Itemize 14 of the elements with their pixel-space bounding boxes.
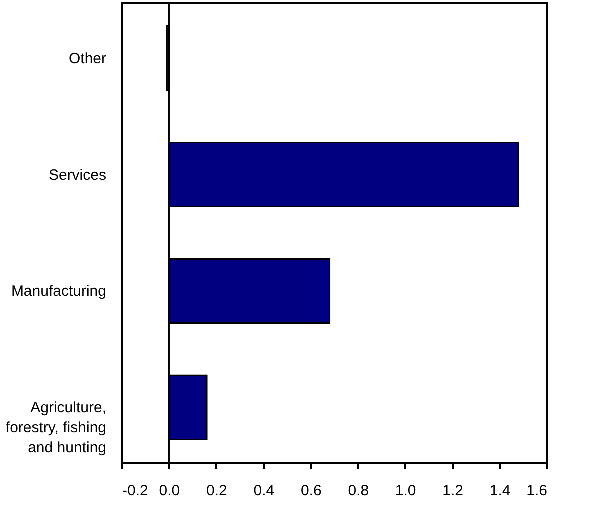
x-tick-label: 1.4 — [490, 482, 511, 500]
x-tick-label: 0.6 — [300, 482, 322, 500]
x-tick-label: 0.0 — [159, 482, 180, 500]
y-tick-label: Services — [48, 166, 106, 184]
x-tick-label: 0.8 — [348, 482, 370, 500]
x-tick-label: 1.2 — [442, 482, 464, 500]
y-tick-label: Manufacturing — [11, 283, 106, 300]
x-tick-label: -0.2 — [122, 482, 148, 500]
x-tick-label: 1.6 — [526, 482, 548, 500]
x-tick-label: 0.4 — [254, 482, 275, 500]
y-tick-label: Other — [68, 50, 107, 68]
y-tick-label: Agriculture, forestry, fishing and hunting — [6, 400, 106, 457]
x-tick-label: 1.0 — [395, 482, 416, 500]
x-tick-label: 0.2 — [206, 482, 228, 500]
